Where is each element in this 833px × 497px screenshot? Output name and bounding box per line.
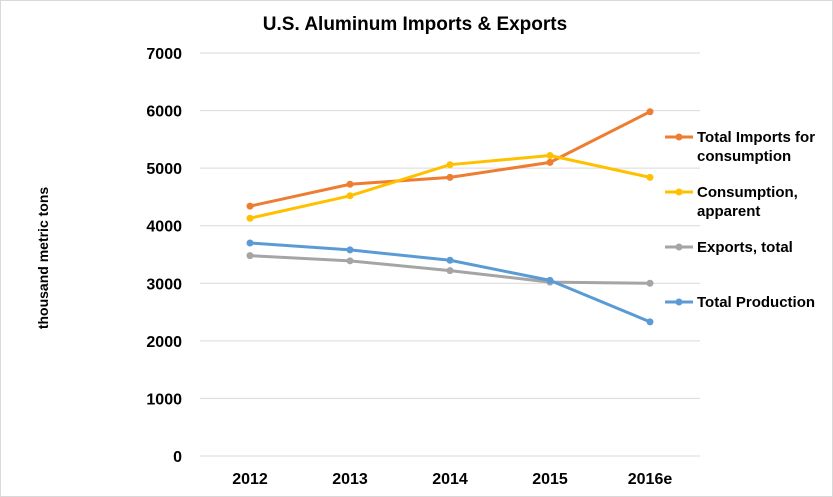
data-point-total-imports-for-consumption	[446, 173, 454, 181]
data-point-total-production	[246, 239, 254, 247]
x-tick-label: 2014	[432, 471, 468, 488]
data-point-total-imports-for-consumption	[546, 158, 554, 166]
data-point-consumption-apparent	[346, 192, 354, 200]
data-point-exports-total	[246, 252, 254, 260]
y-tick-label: 0	[173, 449, 182, 466]
series-total-production	[246, 239, 654, 326]
data-point-consumption-apparent	[246, 214, 254, 222]
gridlines	[200, 52, 700, 457]
legend-item-exports-total: Exports, total	[665, 239, 793, 256]
data-point-consumption-apparent	[446, 161, 454, 169]
series-line-total-imports-for-consumption	[248, 110, 652, 208]
x-tick-label: 2016e	[628, 471, 673, 488]
legend-item-total-production: Total Production	[665, 294, 815, 311]
data-point-exports-total	[446, 267, 454, 275]
data-point-total-imports-for-consumption	[346, 180, 354, 188]
legend-label: consumption	[697, 148, 791, 165]
y-tick-label: 7000	[146, 46, 182, 63]
legend-label: Total Imports for	[697, 129, 815, 146]
data-point-total-production	[546, 276, 554, 284]
legend: Total Imports for consumption Consumption,…	[665, 129, 815, 311]
legend-marker	[675, 298, 683, 306]
x-tick-label: 2012	[232, 471, 268, 488]
y-axis-label: thousand metric tons	[35, 187, 51, 330]
series-consumption-apparent	[246, 151, 654, 222]
y-tick-label: 1000	[146, 391, 182, 408]
y-tick-label: 3000	[146, 276, 182, 293]
y-tick-label: 5000	[146, 161, 182, 178]
x-tick-label: 2015	[532, 471, 568, 488]
legend-item-total-imports-for-consumption: Total Imports for consumption	[665, 129, 815, 165]
legend-item-consumption-apparent: Consumption, apparent	[665, 184, 798, 220]
data-point-total-production	[346, 246, 354, 254]
data-point-consumption-apparent	[646, 173, 654, 181]
data-point-total-production	[646, 318, 654, 326]
data-point-total-imports-for-consumption	[646, 108, 654, 116]
series-lines	[246, 108, 654, 326]
legend-marker	[675, 188, 683, 196]
legend-label: Exports, total	[697, 239, 793, 256]
data-point-total-imports-for-consumption	[246, 202, 254, 210]
data-point-exports-total	[346, 257, 354, 265]
y-tick-label: 4000	[146, 219, 182, 236]
data-point-exports-total	[646, 279, 654, 287]
x-tick-label: 2013	[332, 471, 368, 488]
x-axis-ticks: 2012 2013 2014 2015 2016e	[232, 471, 672, 488]
y-axis-ticks: 0 1000 2000 3000 4000 5000 6000 7000	[146, 46, 182, 466]
legend-label: Total Production	[697, 294, 815, 311]
legend-label: apparent	[697, 203, 760, 220]
legend-label: Consumption,	[697, 184, 798, 201]
data-point-total-production	[446, 256, 454, 264]
y-tick-label: 6000	[146, 104, 182, 121]
chart-title: U.S. Aluminum Imports & Exports	[263, 14, 567, 35]
y-tick-label: 2000	[146, 334, 182, 351]
series-total-imports-for-consumption	[246, 108, 654, 210]
legend-marker	[675, 243, 683, 251]
data-point-consumption-apparent	[546, 151, 554, 159]
legend-marker	[675, 133, 683, 141]
